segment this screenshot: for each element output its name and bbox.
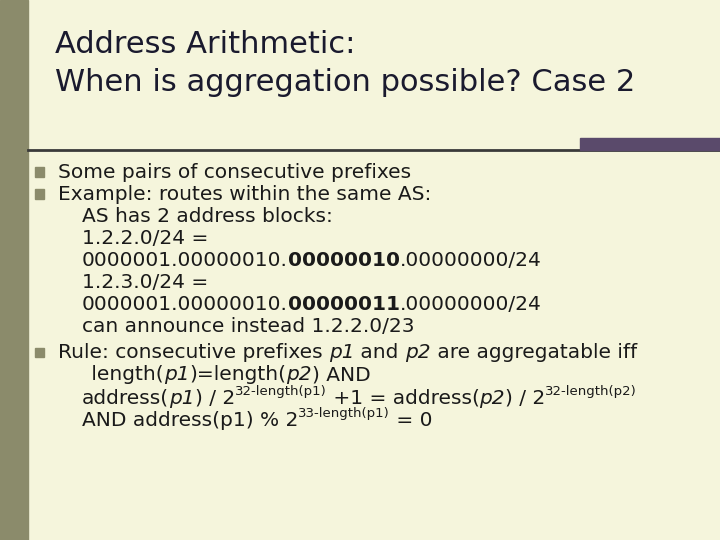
Text: )=length(: )=length( xyxy=(189,366,286,384)
Text: length(: length( xyxy=(85,366,163,384)
Text: p1: p1 xyxy=(163,366,189,384)
Bar xyxy=(580,138,720,150)
Text: .00000000/24: .00000000/24 xyxy=(400,295,541,314)
Text: = 0: = 0 xyxy=(390,411,433,430)
Text: are aggregatable iff: are aggregatable iff xyxy=(431,342,637,361)
Text: Address Arithmetic:: Address Arithmetic: xyxy=(55,30,356,59)
Text: 00000011: 00000011 xyxy=(288,295,400,314)
Text: and: and xyxy=(354,342,405,361)
Text: ) / 2: ) / 2 xyxy=(194,388,235,408)
Text: p2: p2 xyxy=(286,366,312,384)
Text: Some pairs of consecutive prefixes: Some pairs of consecutive prefixes xyxy=(58,163,411,181)
Text: 00000010: 00000010 xyxy=(288,252,400,271)
Text: AS has 2 address blocks:: AS has 2 address blocks: xyxy=(82,207,333,226)
Text: Example: routes within the same AS:: Example: routes within the same AS: xyxy=(58,185,431,204)
Text: ) / 2: ) / 2 xyxy=(505,388,545,408)
Text: +1 = address(: +1 = address( xyxy=(327,388,480,408)
Text: can announce instead 1.2.2.0/23: can announce instead 1.2.2.0/23 xyxy=(82,318,415,336)
Bar xyxy=(35,167,44,177)
Bar xyxy=(35,190,44,199)
Text: p2: p2 xyxy=(405,342,431,361)
Text: Rule: consecutive prefixes: Rule: consecutive prefixes xyxy=(58,342,329,361)
Text: .00000000/24: .00000000/24 xyxy=(400,252,541,271)
Text: 0000001.00000010.: 0000001.00000010. xyxy=(82,295,288,314)
Text: p1: p1 xyxy=(169,388,194,408)
Text: 32-length(p1): 32-length(p1) xyxy=(235,384,327,397)
Text: ) AND: ) AND xyxy=(312,366,370,384)
Text: 0000001.00000010.: 0000001.00000010. xyxy=(82,252,288,271)
Text: 33-length(p1): 33-length(p1) xyxy=(298,408,390,421)
Text: address(: address( xyxy=(82,388,169,408)
Text: 32-length(p2): 32-length(p2) xyxy=(545,384,637,397)
Text: 1.2.2.0/24 =: 1.2.2.0/24 = xyxy=(82,230,208,248)
Text: AND address(p1) % 2: AND address(p1) % 2 xyxy=(82,411,298,430)
Text: p1: p1 xyxy=(329,342,354,361)
Text: When is aggregation possible? Case 2: When is aggregation possible? Case 2 xyxy=(55,68,635,97)
Text: 1.2.3.0/24 =: 1.2.3.0/24 = xyxy=(82,273,208,293)
Text: p2: p2 xyxy=(480,388,505,408)
Bar xyxy=(0,0,28,540)
Bar xyxy=(35,348,44,356)
